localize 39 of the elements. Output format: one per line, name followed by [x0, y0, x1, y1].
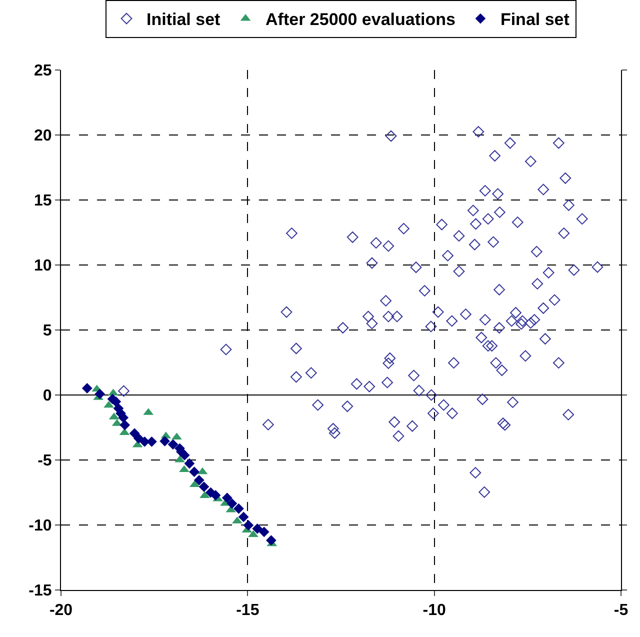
point [82, 383, 92, 394]
x-tick-label: -20 [49, 602, 73, 620]
legend-label: Final set [500, 10, 570, 30]
point [226, 498, 238, 509]
y-tick-label: 20 [34, 128, 52, 145]
point [146, 436, 157, 447]
point [184, 458, 195, 469]
point [222, 492, 232, 504]
point [189, 466, 200, 478]
point [104, 400, 114, 408]
y-tick-label: 0 [42, 388, 52, 405]
point [258, 526, 270, 538]
point [234, 503, 244, 514]
point [238, 512, 249, 522]
legend-label: Initial set [146, 10, 221, 30]
y-tick-label: 25 [34, 62, 52, 80]
y-tick-label: -5 [38, 452, 52, 470]
x-tick-label: -15 [236, 602, 260, 620]
y-tick-label: 5 [42, 322, 52, 340]
point [243, 520, 254, 530]
point [266, 535, 276, 546]
point [210, 490, 221, 500]
point [108, 388, 118, 396]
point [120, 420, 130, 430]
point [179, 450, 190, 460]
x-tick-label: -5 [614, 602, 628, 620]
y-tick-label: -15 [28, 582, 52, 600]
y-tick-label: 10 [34, 258, 52, 275]
point [168, 439, 178, 450]
y-tick-label: -10 [28, 518, 52, 535]
point [252, 523, 263, 534]
point [198, 482, 210, 492]
point [133, 433, 144, 444]
y-tick-label: 15 [34, 192, 52, 210]
legend-label: After 25000 evaluations [266, 10, 456, 30]
point [94, 388, 106, 400]
point [194, 474, 204, 486]
point [160, 436, 170, 446]
x-tick-label: -10 [422, 602, 446, 620]
